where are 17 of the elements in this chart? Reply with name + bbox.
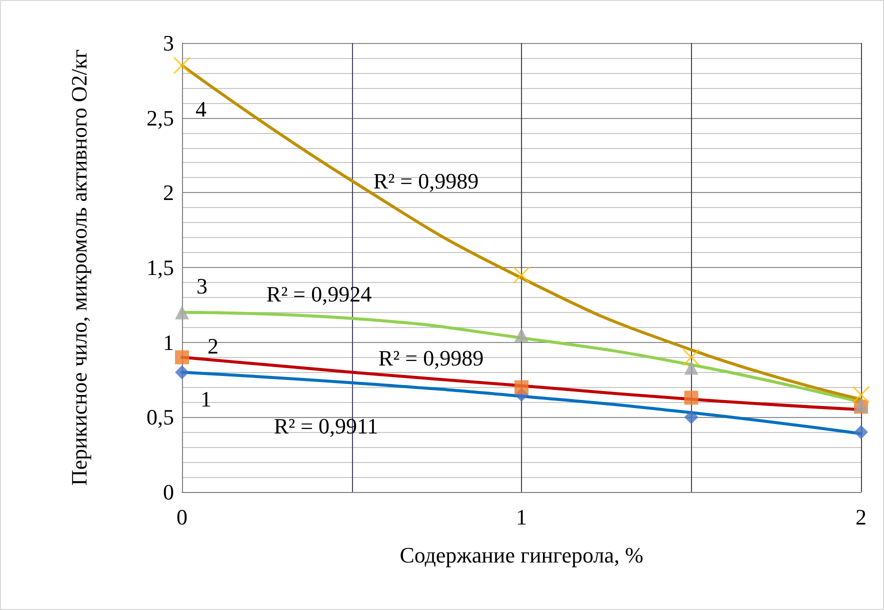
y-tick-label: 0,5 bbox=[146, 404, 174, 430]
y-tick-label: 0 bbox=[163, 480, 174, 504]
annotation: 3 bbox=[196, 274, 208, 298]
x-tick-label: 1 bbox=[516, 504, 527, 530]
y-tick-label: 2 bbox=[163, 180, 174, 206]
annotation: 2 bbox=[208, 334, 218, 358]
x-axis-title: Содержание гингерола, % bbox=[400, 542, 644, 568]
x-tick-label: 2 bbox=[856, 504, 866, 530]
y-axis-title: Перикисное чило, микромоль активного О2/кг bbox=[66, 49, 92, 486]
y-tick-label: 1,5 bbox=[146, 255, 174, 280]
annotation: 4 bbox=[196, 96, 206, 122]
y-tick-label: 3 bbox=[163, 30, 174, 56]
y-tick-label: 1 bbox=[163, 330, 174, 355]
y-tick-label: 2,5 bbox=[146, 105, 174, 130]
annotation: R² = 0,9989 bbox=[378, 346, 484, 370]
annotation: R² = 0,9989 bbox=[373, 168, 479, 194]
annotation: 1 bbox=[200, 386, 212, 412]
